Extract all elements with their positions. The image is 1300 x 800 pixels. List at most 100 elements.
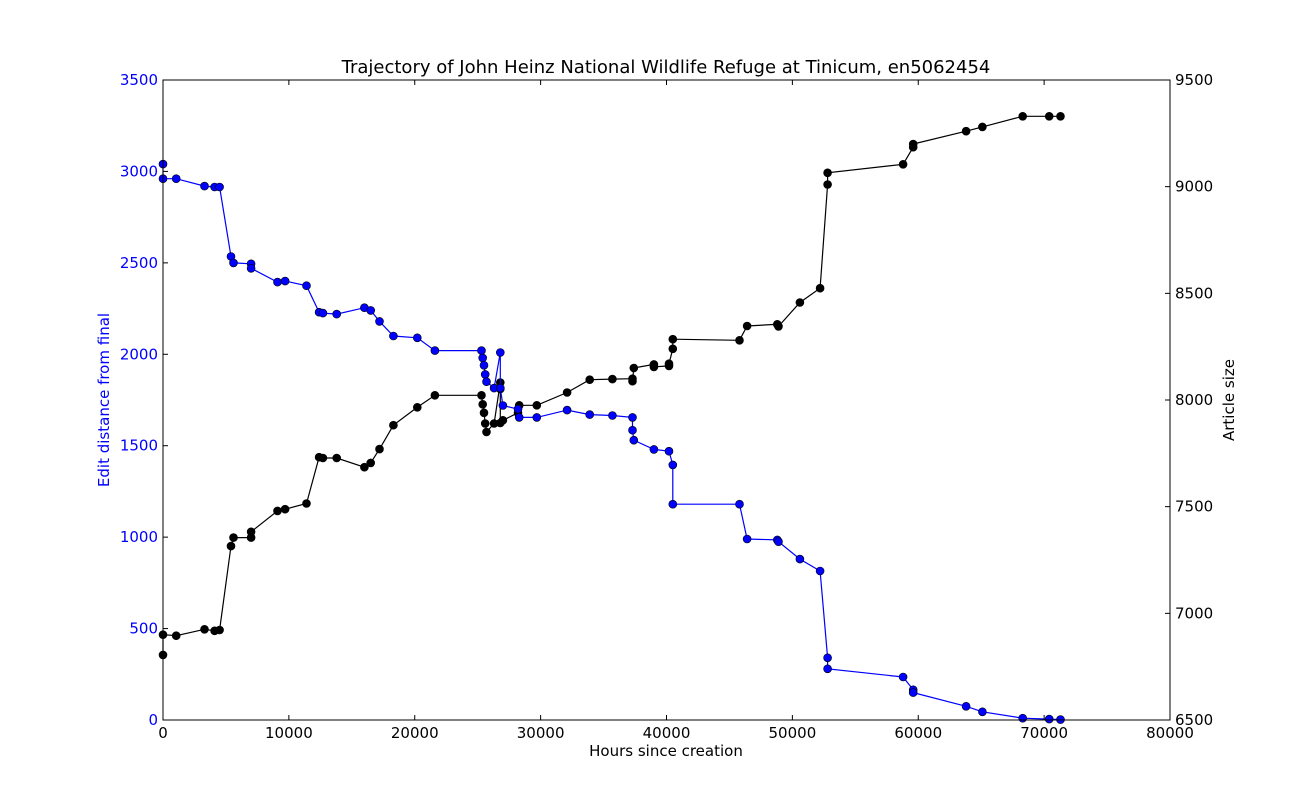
edit-distance-point: [823, 653, 832, 663]
edit-distance-point: [735, 499, 744, 509]
article-size-point: [171, 631, 181, 641]
edit-distance-point: [366, 306, 376, 315]
edit-distance-point: [389, 331, 398, 341]
article-size-point: [628, 376, 637, 386]
x-tick-label: 30000: [517, 724, 565, 742]
article-size-point: [585, 375, 595, 385]
edit-distance-line: [162, 164, 1061, 721]
article-size-point: [735, 335, 744, 345]
y-right-tick-label: 9000: [1175, 178, 1213, 196]
edit-distance-point: [513, 404, 523, 414]
y-right-tick-label: 8500: [1175, 284, 1213, 302]
article-size-point: [200, 624, 209, 634]
article-size-point: [280, 504, 290, 514]
article-size-point: [215, 625, 224, 635]
edit-distance-point: [649, 445, 659, 454]
y-right-tick-label: 7500: [1175, 498, 1213, 516]
edit-distance-point: [668, 460, 678, 470]
series-layer: [158, 112, 1065, 724]
y-right-tick-label: 7000: [1175, 604, 1213, 622]
article-size-point: [412, 402, 422, 412]
edit-distance-point: [171, 174, 181, 183]
article-size-point: [1056, 112, 1065, 121]
article-size-point: [246, 527, 256, 537]
y-right-tick-label: 8000: [1175, 391, 1213, 409]
article-size-point: [360, 462, 369, 472]
edit-distance-point: [477, 346, 486, 355]
article-size-point: [318, 453, 328, 463]
plot-frame: [162, 79, 1171, 721]
edit-distance-point: [478, 353, 488, 363]
edit-distance-point: [823, 664, 832, 674]
article-size-point: [562, 388, 572, 397]
article-size-point: [482, 427, 491, 437]
y-left-axis-label: Edit distance from final: [95, 313, 113, 487]
x-tick-label: 70000: [1020, 724, 1068, 742]
article-size-point: [668, 344, 678, 354]
article-size-point: [366, 458, 376, 468]
edit-distance-point: [795, 554, 805, 564]
edit-distance-point: [898, 672, 908, 682]
article-size-point: [978, 122, 987, 132]
article-size-point: [608, 374, 617, 384]
ticks-layer: 0 10000 20000 30000 40000 50000 60000 70000 8000…: [120, 71, 1213, 742]
article-size-point: [823, 180, 832, 189]
article-size-point: [795, 298, 805, 307]
article-size-point: [1044, 112, 1054, 121]
y-left-tick-label: 3500: [120, 71, 158, 89]
article-size-point: [332, 453, 342, 463]
edit-distance-point: [978, 707, 987, 717]
edit-distance-point: [495, 348, 505, 357]
edit-distance-point: [664, 446, 674, 456]
y-left-tick-label: 500: [129, 620, 158, 638]
article-size-point: [815, 283, 825, 293]
article-size-point: [302, 499, 311, 508]
edit-distance-point: [332, 309, 342, 319]
edit-distance-point: [412, 333, 422, 343]
edit-distance-point: [498, 401, 508, 410]
article-size-point: [823, 168, 832, 178]
edit-distance-point: [532, 413, 542, 422]
edit-distance-point: [628, 425, 637, 435]
edit-distance-point: [482, 377, 491, 387]
edit-distance-point: [562, 405, 572, 415]
edit-distance-point: [375, 317, 384, 326]
y-left-tick-label: 2500: [120, 254, 158, 272]
article-size-point: [478, 399, 488, 409]
article-size-point: [229, 533, 238, 542]
edit-distance-point: [961, 701, 971, 711]
y-left-tick-label: 1000: [120, 528, 158, 546]
y-left-tick-label: 3000: [120, 162, 158, 180]
edit-distance-point: [480, 370, 490, 379]
chart-title: Trajectory of John Heinz National Wildli…: [341, 57, 991, 78]
y-left-tick-label: 2000: [120, 345, 158, 363]
x-tick-label: 60000: [894, 724, 942, 742]
article-size-point: [479, 408, 489, 418]
x-tick-label: 10000: [265, 724, 313, 742]
article-size-point: [629, 363, 639, 373]
article-size-point: [532, 400, 542, 410]
article-size-point: [742, 321, 752, 331]
article-size-point: [1018, 112, 1028, 121]
article-size-point: [389, 420, 398, 430]
edit-distance-point: [318, 308, 328, 318]
x-tick-label: 50000: [769, 724, 817, 742]
y-left-tick-label: 0: [148, 711, 158, 729]
article-size-point: [649, 362, 659, 372]
y-left-tick-label: 1500: [120, 437, 158, 455]
article-size-point: [480, 419, 490, 428]
article-size-line: [162, 115, 1061, 655]
edit-distance-point: [280, 276, 290, 286]
edit-distance-point: [302, 281, 311, 291]
y-right-axis-label: Article size: [1220, 359, 1238, 441]
article-size-point: [774, 322, 783, 331]
edit-distance-point: [514, 413, 524, 422]
edit-distance-point: [479, 360, 489, 370]
article-size-point: [375, 444, 384, 454]
x-axis-label: Hours since creation: [589, 742, 743, 760]
edit-distance-point: [430, 346, 440, 355]
article-size-point: [477, 390, 486, 400]
article-size-point: [668, 334, 678, 344]
edit-distance-point: [1044, 714, 1054, 724]
